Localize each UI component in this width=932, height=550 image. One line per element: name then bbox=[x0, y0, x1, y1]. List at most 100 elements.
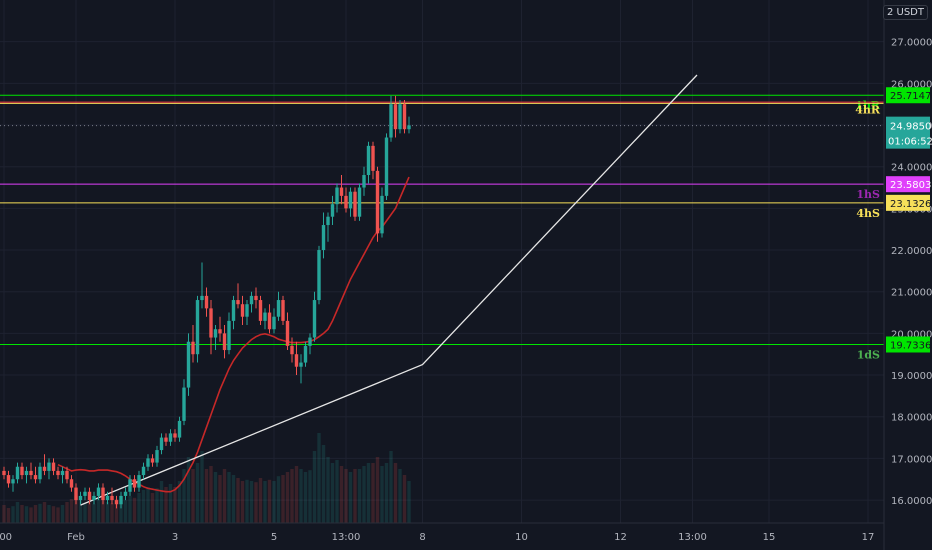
candle-body bbox=[321, 225, 326, 251]
candle-body bbox=[402, 104, 407, 130]
volume-bar bbox=[74, 496, 78, 523]
volume-bar bbox=[132, 497, 137, 523]
candle-body bbox=[213, 329, 218, 338]
moving-average bbox=[57, 176, 410, 493]
candle-body bbox=[209, 308, 213, 338]
volume-bar bbox=[317, 433, 321, 523]
time-tick-label: 13:00 bbox=[332, 532, 361, 543]
volume-bar bbox=[213, 472, 218, 523]
volume-bar bbox=[299, 469, 303, 523]
volume-bar bbox=[186, 457, 191, 523]
candle-body bbox=[2, 470, 6, 476]
candle-body bbox=[339, 187, 344, 196]
candle-body bbox=[303, 345, 308, 363]
candle-body bbox=[51, 462, 56, 471]
volume-bar bbox=[222, 469, 227, 523]
candle-body bbox=[236, 300, 240, 305]
volume-bar bbox=[398, 469, 402, 523]
candle-body bbox=[159, 437, 164, 451]
volume-bar bbox=[137, 493, 141, 523]
candle-body bbox=[366, 145, 371, 176]
candle-body bbox=[276, 300, 281, 317]
volume-bar bbox=[96, 499, 101, 523]
candle-body bbox=[105, 495, 110, 501]
candle-body bbox=[222, 333, 227, 351]
candle-body bbox=[33, 475, 38, 480]
candle-body bbox=[15, 466, 20, 480]
candle-body bbox=[11, 479, 15, 484]
volume-bar bbox=[330, 463, 335, 523]
volume-bar bbox=[168, 484, 173, 523]
candle-body bbox=[344, 195, 348, 209]
volume-bar bbox=[29, 507, 33, 523]
volume-bars bbox=[2, 433, 411, 523]
candle-body bbox=[290, 345, 294, 355]
volume-bar bbox=[339, 466, 344, 523]
volume-bar bbox=[20, 505, 24, 523]
grid-lines bbox=[0, 0, 884, 523]
volume-bar bbox=[281, 475, 285, 523]
candle-body bbox=[20, 466, 24, 476]
volume-bar bbox=[42, 502, 47, 523]
candle-body bbox=[285, 320, 290, 346]
currency-selector[interactable]: 2 USDT bbox=[882, 5, 928, 20]
candle-body bbox=[348, 191, 353, 209]
price-tick-label: 16.0000 bbox=[891, 496, 932, 507]
candle-body bbox=[74, 487, 78, 501]
candle-body bbox=[389, 104, 393, 138]
candle-body bbox=[29, 470, 33, 476]
candle-body bbox=[119, 495, 123, 505]
candle-body bbox=[65, 470, 69, 480]
candle-body bbox=[168, 433, 173, 442]
volume-bar bbox=[173, 487, 177, 523]
time-tick-label: 5 bbox=[271, 532, 277, 543]
volume-bar bbox=[389, 451, 393, 523]
volume-bar bbox=[267, 479, 272, 523]
trendline[interactable] bbox=[80, 74, 698, 506]
candle-body bbox=[245, 304, 249, 317]
candle-body bbox=[38, 466, 42, 480]
level-label-4hR: 4hR bbox=[855, 103, 881, 116]
price-tick-label: 26.0000 bbox=[891, 79, 932, 90]
volume-bar bbox=[56, 507, 60, 523]
candle-body bbox=[294, 354, 299, 367]
volume-bar bbox=[263, 481, 267, 523]
volume-bar bbox=[146, 487, 150, 523]
volume-bar bbox=[200, 451, 204, 523]
candle-body bbox=[267, 312, 272, 330]
ma-line bbox=[57, 176, 410, 493]
volume-bar bbox=[285, 472, 290, 523]
volume-bar bbox=[335, 460, 339, 523]
volume-bar bbox=[380, 466, 384, 523]
volume-bar bbox=[236, 478, 240, 523]
trendline-drawing[interactable] bbox=[80, 74, 698, 506]
volume-bar bbox=[393, 463, 398, 523]
level-label-1dS: 1dS bbox=[857, 348, 880, 361]
time-tick-label: 15 bbox=[763, 532, 776, 543]
candle-body bbox=[330, 204, 335, 217]
candle-body bbox=[177, 420, 182, 438]
volume-bar bbox=[344, 469, 348, 523]
volume-bar bbox=[218, 475, 222, 523]
candle-body bbox=[335, 187, 339, 205]
countdown-text: 01:06:52 bbox=[888, 137, 932, 148]
volume-bar bbox=[155, 488, 159, 523]
volume-bar bbox=[123, 500, 128, 523]
volume-bar bbox=[231, 475, 236, 523]
volume-bar bbox=[384, 463, 389, 523]
volume-bar bbox=[276, 476, 281, 523]
candle-body bbox=[398, 104, 402, 130]
candle-body bbox=[110, 495, 114, 501]
time-tick-label: 12 bbox=[614, 532, 627, 543]
volume-bar bbox=[290, 469, 294, 523]
volume-bar bbox=[87, 501, 92, 523]
volume-bar bbox=[119, 501, 123, 523]
volume-bar bbox=[227, 472, 231, 523]
candle-body bbox=[69, 479, 74, 488]
candle-body bbox=[357, 187, 362, 217]
candle-body bbox=[407, 125, 411, 130]
